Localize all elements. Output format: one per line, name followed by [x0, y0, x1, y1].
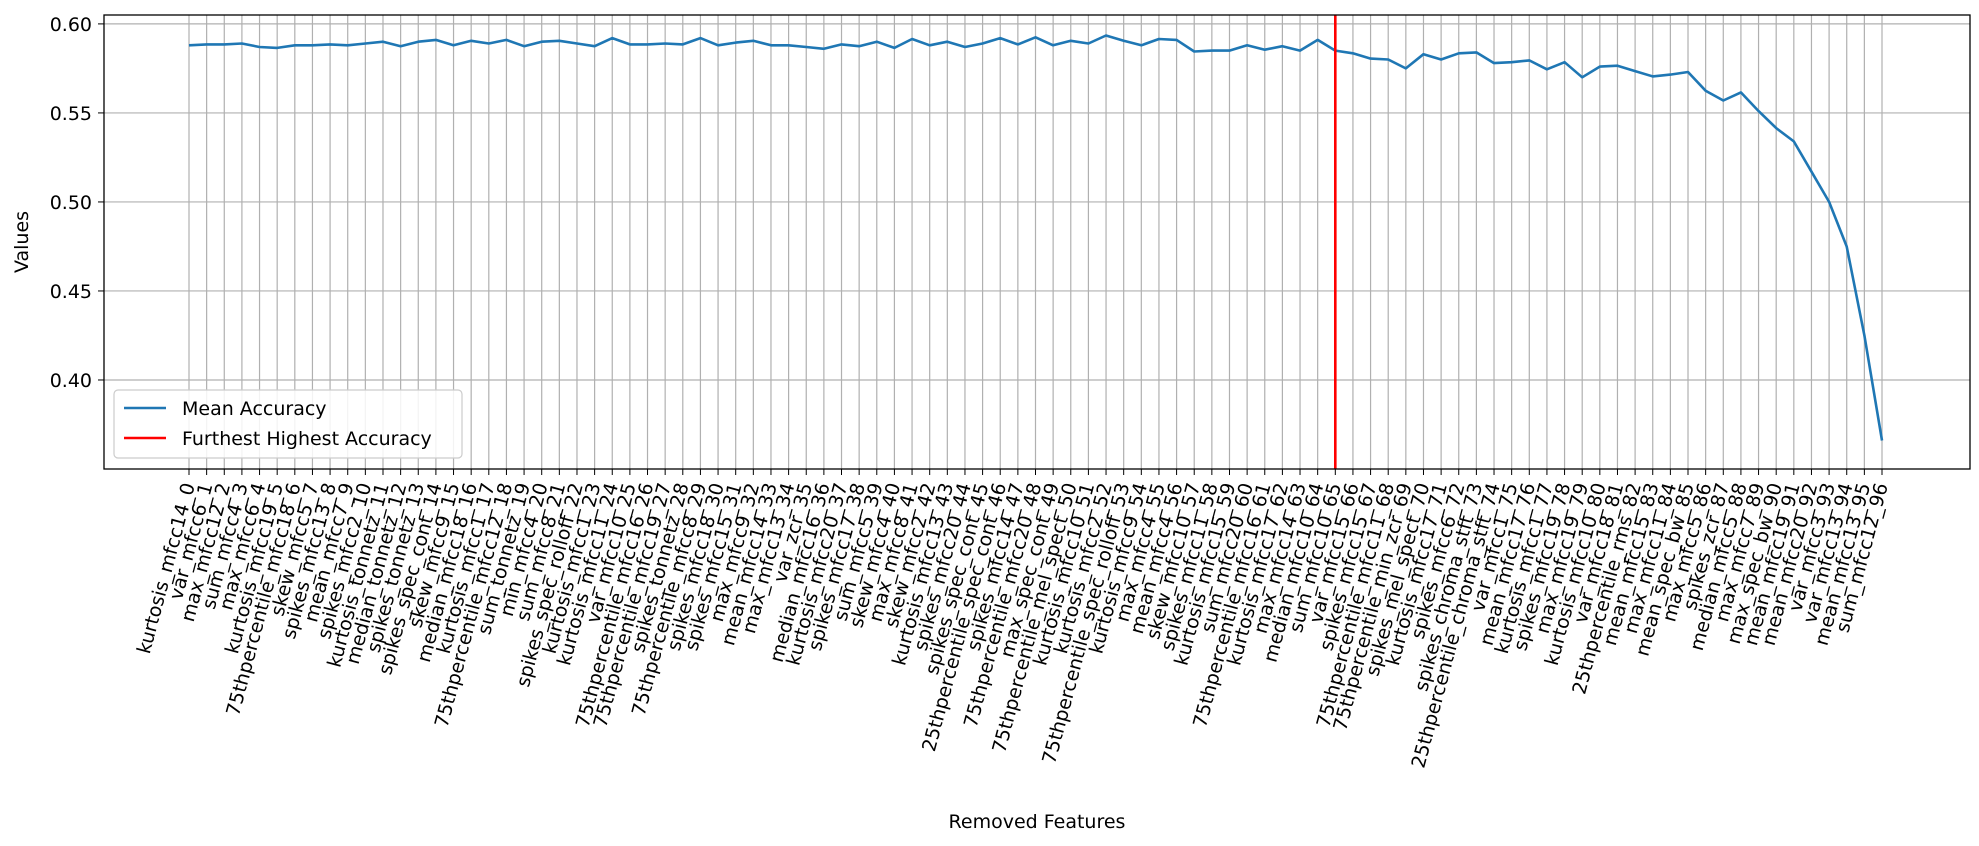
y-axis-title: Values: [11, 211, 33, 273]
series-mean-accuracy: [188, 34, 1884, 441]
legend-label-furthest-highest-accuracy: Furthest Highest Accuracy: [182, 428, 432, 450]
y-ticks: 0.40 0.45 0.50 0.55 0.60: [50, 14, 104, 392]
legend-label-mean-accuracy: Mean Accuracy: [182, 398, 327, 420]
y-tick-label: 0.50: [50, 192, 92, 214]
plot-lines: [188, 15, 1884, 469]
y-tick-label: 0.55: [50, 103, 92, 125]
plot-frame: [103, 14, 1971, 470]
y-tick-label: 0.40: [50, 370, 92, 392]
y-tick-label: 0.45: [50, 281, 92, 303]
x-axis-title: Removed Features: [949, 811, 1126, 833]
y-tick-label: 0.60: [50, 14, 92, 36]
x-ticks: kurtosis_mfcc14_0var_mfcc6_1max_mfcc12_2…: [133, 469, 1893, 770]
legend-box: [113, 389, 463, 459]
x-gridlines: [188, 15, 1883, 469]
legend: Mean Accuracy Furthest Highest Accuracy: [113, 389, 463, 459]
y-gridlines: [104, 23, 1970, 381]
